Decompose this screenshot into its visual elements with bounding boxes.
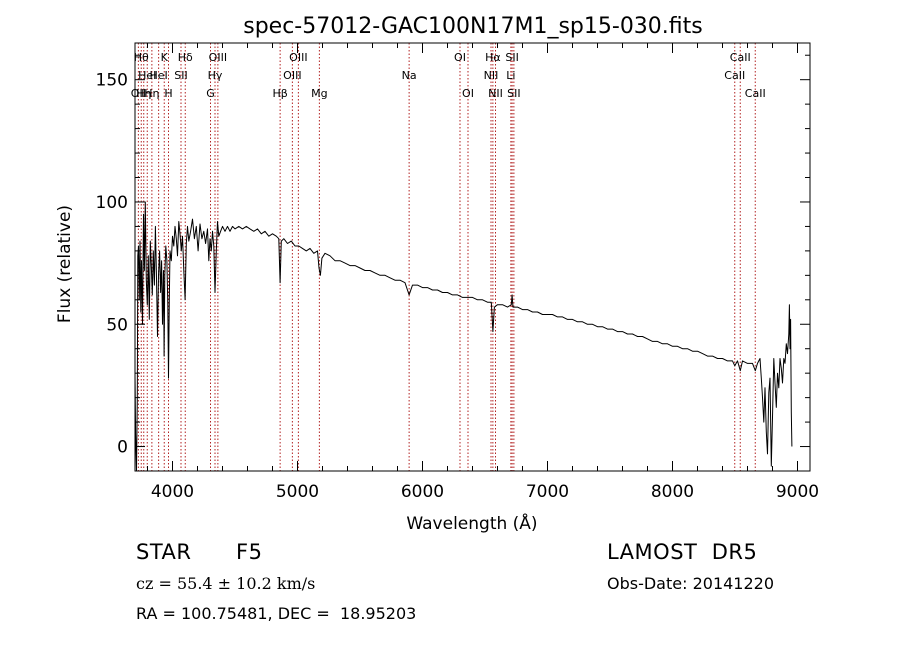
spectral-line-label: Hη xyxy=(144,87,159,100)
spectral-line-label: Hη xyxy=(136,87,151,100)
spectral-line-label: Hδ xyxy=(178,51,193,64)
spectral-line-label: Hβ xyxy=(272,87,287,100)
x-tick-label: 8000 xyxy=(651,482,694,502)
spectral-line-labels: OIIHθHηHeIHηHeIKHSIIHδGHγOIIIHβOIIIOIIIM… xyxy=(131,51,766,100)
x-tick-label: 4000 xyxy=(151,482,194,502)
x-axis-label: Wavelength (Å) xyxy=(406,512,537,534)
spectral-line-markers xyxy=(137,43,756,471)
x-axis: 4000 5000 6000 7000 8000 9000 xyxy=(147,43,819,502)
spectral-line-label: Mg xyxy=(311,87,327,100)
spectral-line-label: Hα xyxy=(485,51,501,64)
x-tick-label: 5000 xyxy=(276,482,319,502)
x-tick-label: 6000 xyxy=(401,482,444,502)
spectral-line-label: Hθ xyxy=(134,51,149,64)
spectral-line-label: G xyxy=(206,87,215,100)
spectral-line-label: Li xyxy=(506,69,515,82)
spectral-line-label: CaII xyxy=(730,51,751,64)
spectral-line-label: Na xyxy=(402,69,417,82)
redshift-velocity: cz = 55.4 ± 10.2 km/s xyxy=(136,574,316,593)
x-tick-label: 7000 xyxy=(526,482,569,502)
object-class: STAR xyxy=(136,540,192,564)
y-axis-label: Flux (relative) xyxy=(55,205,75,323)
y-tick-label: 0 xyxy=(117,438,128,458)
coordinates: RA = 100.75481, DEC = 18.95203 xyxy=(136,604,417,623)
spectral-line-label: OI xyxy=(454,51,466,64)
spectral-line-label: SII xyxy=(174,69,187,82)
observation-date: Obs-Date: 20141220 xyxy=(607,574,775,593)
spectrum-series-line xyxy=(134,201,793,472)
spectral-line-label: CaII xyxy=(745,87,766,100)
spectral-line-label: NII xyxy=(484,69,499,82)
chart-title: spec-57012-GAC100N17M1_sp15-030.fits xyxy=(243,14,703,39)
spectral-line-label: CaII xyxy=(724,69,745,82)
spectral-line-label: SII xyxy=(507,87,520,100)
object-subclass: F5 xyxy=(236,540,263,564)
spectral-line-label: NII xyxy=(488,87,503,100)
spectral-line-label: OIII xyxy=(283,69,301,82)
y-tick-label: 100 xyxy=(96,193,128,213)
y-tick-label: 50 xyxy=(106,315,128,335)
survey-name: LAMOST DR5 xyxy=(607,540,758,564)
spectral-line-label: Hγ xyxy=(208,69,223,82)
x-tick-label: 9000 xyxy=(776,482,819,502)
spectral-line-label: OIII xyxy=(289,51,307,64)
spectral-line-label: OI xyxy=(462,87,474,100)
y-tick-label: 150 xyxy=(96,71,128,91)
spectral-line-label: K xyxy=(161,51,169,64)
spectral-line-label: HeI xyxy=(149,69,167,82)
spectral-line-label: H xyxy=(164,87,172,100)
y-axis: 0 50 100 150 xyxy=(96,54,810,472)
spectral-line-label: HeI xyxy=(138,69,156,82)
spectral-line-label: SII xyxy=(505,51,518,64)
plot-frame xyxy=(134,42,811,472)
spectral-line-label: OIII xyxy=(209,51,227,64)
